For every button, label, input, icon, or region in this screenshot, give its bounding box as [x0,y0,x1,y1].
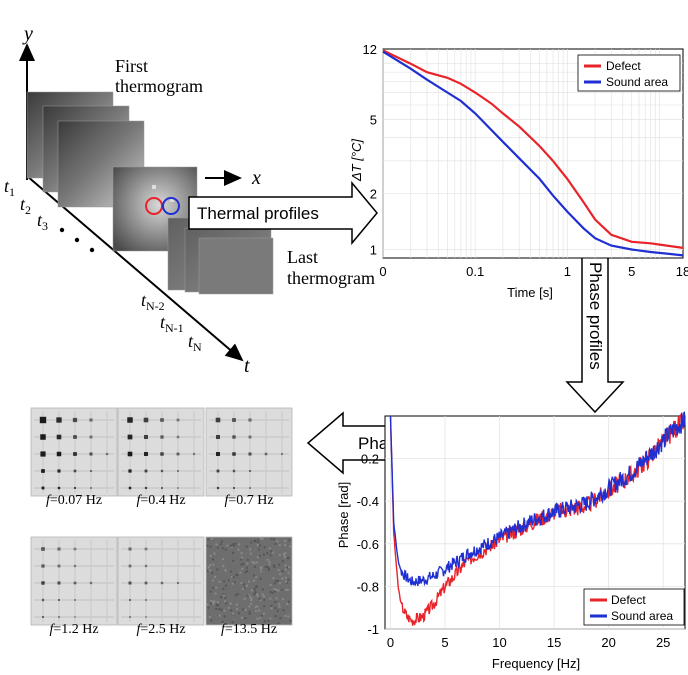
phase-x-tick: 20 [601,635,615,650]
last-thermogram-label-2: thermogram [287,268,375,288]
phase-series-sound [389,411,686,587]
phasegram-thumbnail [117,536,205,626]
phasegram-caption: f=13.5 Hz [221,622,277,637]
phasegram-thumbnail [30,536,118,626]
phase-y-tick: -0.4 [357,494,379,509]
time-label-tn1: tN-1 [160,312,184,335]
phase-x-tick: 25 [656,635,670,650]
phase-profiles-arrow: Phase profiles [565,255,625,414]
first-thermogram-label-2: thermogram [115,76,203,96]
phase-series-defect [389,412,686,626]
svg-text:Thermal profiles: Thermal profiles [197,204,319,223]
temperature-x-tick: 5 [628,264,635,279]
phase-legend-sound: Sound area [611,609,673,623]
phase-x-tick: 5 [441,635,448,650]
phasegram-grid: f=0.07 Hz f=0.4 Hz f=0.7 Hz f=1.2 Hz f=2.5 H… [30,407,293,637]
phasegram-thumbnail [205,407,293,497]
temperature-chart-xlabel: Time [s] [507,285,553,300]
first-thermogram-label-1: First [115,56,148,76]
temperature-chart: 0 0.1 1 5 18 12 5 2 1 Time [s] ΔT [°C] Defect So… [349,42,688,300]
temperature-legend-sound: Sound area [606,75,668,89]
phasegram-caption: f=0.07 Hz [46,493,102,508]
phase-chart-ylabel: Phase [rad] [336,482,351,549]
time-label-t3: t3 [37,210,48,233]
temperature-y-tick: 2 [370,187,377,202]
thermal-profiles-arrow: Thermal profiles [188,180,378,246]
thermogram-schematic: y x t First thermogram Last thermogram t… [4,23,375,377]
temperature-x-tick: 1 [564,264,571,279]
time-label-t1: t1 [4,176,15,199]
temperature-chart-ylabel: ΔT [°C] [349,139,364,182]
phasegram-caption: f=2.5 Hz [136,622,185,637]
t-axis-label: t [244,355,250,377]
phase-y-tick: -0.8 [357,579,379,594]
temperature-series-defect [382,49,684,249]
time-label-tn2: tN-2 [141,290,165,313]
x-axis-label: x [251,167,261,189]
phase-y-tick: -0.2 [357,452,379,467]
svg-text:Phase profiles: Phase profiles [586,262,605,370]
phase-x-tick: 15 [547,635,561,650]
temperature-chart-legend: Defect Sound area [577,54,681,92]
phase-chart: 0 5 10 15 20 25 -0.2 -0.4 -0.6 -0.8 -1 Frequency [… [336,411,686,671]
phasegram-caption: f=0.7 Hz [224,493,273,508]
temperature-y-tick: 5 [370,113,377,128]
phase-x-tick: 0 [387,635,394,650]
phase-y-tick: -1 [367,622,379,637]
temperature-legend-defect: Defect [606,59,641,73]
phasegram-caption: f=0.4 Hz [136,493,185,508]
temperature-x-tick: 0 [379,264,386,279]
y-axis-label: y [22,23,33,45]
temperature-y-tick: 1 [370,242,377,257]
ellipsis-dots [59,227,95,253]
phase-legend-defect: Defect [611,593,646,607]
thermogram-frame-n [198,237,274,295]
temperature-y-tick: 12 [363,42,377,57]
phase-y-tick: -0.6 [357,537,379,552]
time-label-t2: t2 [20,194,31,217]
last-thermogram-label-1: Last [287,247,318,267]
temperature-x-tick: 18 [676,264,688,279]
temperature-x-tick: 0.1 [466,264,484,279]
phase-x-tick: 10 [492,635,506,650]
phase-chart-legend: Defect Sound area [583,588,685,626]
phasegram-caption: f=1.2 Hz [49,622,98,637]
time-label-tn: tN [188,331,202,354]
temperature-series-sound [382,50,684,257]
phase-chart-xlabel: Frequency [Hz] [492,656,580,671]
sound-area-marker [162,197,180,215]
